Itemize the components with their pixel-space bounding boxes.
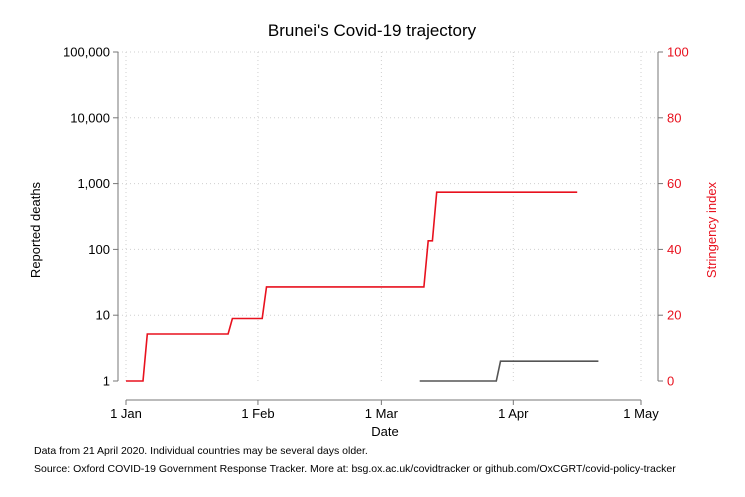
y-left-tick-label: 100,000 xyxy=(63,45,110,60)
x-tick-label: 1 May xyxy=(623,406,659,421)
y-axis-left-label: Reported deaths xyxy=(28,181,43,278)
x-tick-label: 1 Feb xyxy=(241,406,274,421)
x-tick-label: 1 Jan xyxy=(110,406,142,421)
y-right-tick-label: 60 xyxy=(667,176,681,191)
y-left-tick-label: 1 xyxy=(103,374,110,389)
y-right-tick-label: 0 xyxy=(667,374,674,389)
y-left-tick-label: 100 xyxy=(88,242,110,257)
axes xyxy=(117,52,659,401)
y-axis-right-label: Stringency index xyxy=(704,181,719,278)
x-tick-label: 1 Apr xyxy=(498,406,529,421)
series-lines xyxy=(126,191,599,382)
y-right-tick-label: 40 xyxy=(667,242,681,257)
reported-deaths-line xyxy=(419,360,599,382)
data-note: Data from 21 April 2020. Individual coun… xyxy=(34,445,368,457)
x-tick-label: 1 Mar xyxy=(365,406,399,421)
x-axis-ticks: 1 Jan 1 Feb 1 Mar 1 Apr 1 May xyxy=(110,400,659,421)
stringency-index-line xyxy=(126,191,578,382)
source-note: Source: Oxford COVID-19 Government Respo… xyxy=(34,463,676,475)
y-left-tick-label: 10,000 xyxy=(70,110,110,125)
left-axis-ticks: 1 10 100 1,000 10,000 100,000 xyxy=(63,45,118,389)
y-right-tick-label: 80 xyxy=(667,110,681,125)
gridlines xyxy=(118,51,658,381)
x-axis-label: Date xyxy=(371,424,398,439)
y-right-tick-label: 100 xyxy=(667,45,689,60)
y-left-tick-label: 1,000 xyxy=(77,176,110,191)
y-right-tick-label: 20 xyxy=(667,308,681,323)
chart-title: Brunei's Covid-19 trajectory xyxy=(268,21,477,40)
y-left-tick-label: 10 xyxy=(96,308,110,323)
right-axis-ticks: 0 20 40 60 80 100 xyxy=(658,45,689,389)
